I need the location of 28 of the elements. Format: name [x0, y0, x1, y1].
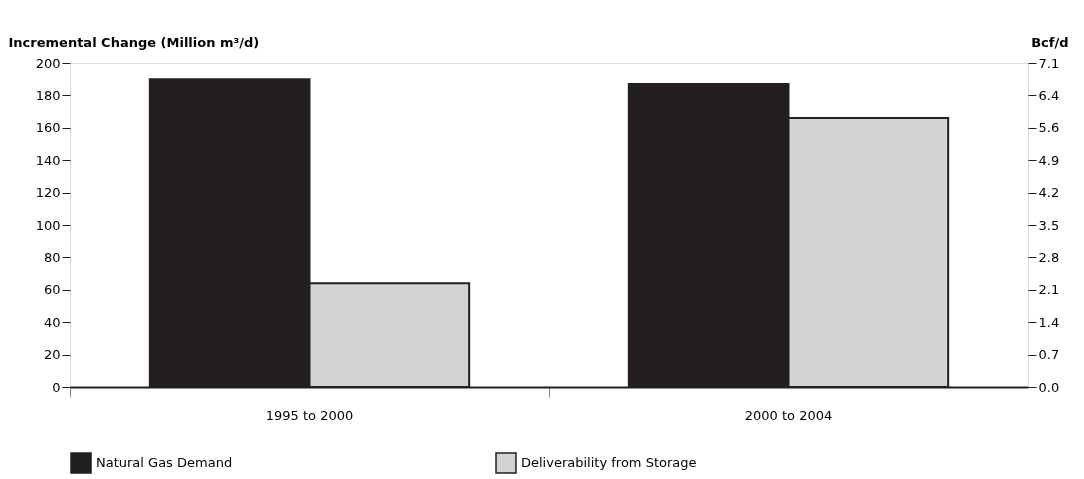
y2-tick-label: 4.9 [1038, 152, 1060, 168]
y2-tick-label: 1.4 [1038, 314, 1060, 330]
x-tick-label: 1995 to 2000 [265, 407, 354, 423]
y2-tick-label: 2.1 [1038, 282, 1060, 298]
y-tick-label: 40 [43, 314, 61, 330]
y2-tick-label: 7.1 [1038, 55, 1060, 71]
y-tick-label: 200 [35, 55, 61, 71]
y-tick-label: 100 [35, 217, 61, 233]
x-tick-label: 2000 to 2004 [744, 407, 833, 423]
y-tick-label: 160 [35, 120, 61, 136]
y2-tick-label: 4.2 [1038, 185, 1060, 201]
legend-label: Natural Gas Demand [96, 455, 233, 470]
y-tick-label: 180 [35, 87, 61, 103]
y-tick-label: 80 [43, 249, 61, 265]
y-tick-label: 120 [35, 185, 61, 201]
y-tick-label: 140 [35, 152, 61, 168]
legend-label: Deliverability from Storage [521, 455, 697, 470]
y-tick-label: 60 [43, 282, 61, 298]
y2-tick-label: 3.5 [1038, 217, 1060, 233]
y-tick-label: 20 [43, 347, 61, 363]
y2-tick-label: 0.0 [1038, 379, 1060, 395]
y2-tick-label: 5.6 [1038, 120, 1060, 136]
y2-tick-label: 2.8 [1038, 249, 1060, 265]
y-axis-title: Incremental Change (Million m³/d) [8, 34, 260, 50]
y2-tick-label: 6.4 [1038, 87, 1060, 103]
y2-tick-label: 0.7 [1038, 347, 1060, 363]
y2-axis-title: Bcf/d [1031, 34, 1069, 50]
y-tick-label: 0 [52, 379, 61, 395]
